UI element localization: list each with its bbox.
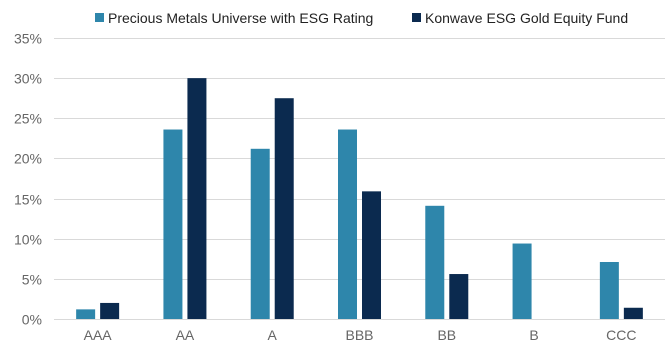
bar-universe-aaa (76, 309, 96, 319)
legend-swatch-fund (412, 13, 421, 22)
x-tick-label: CCC (606, 327, 636, 343)
y-tick-label: 10% (14, 232, 42, 248)
legend-label-universe: Precious Metals Universe with ESG Rating (108, 10, 373, 26)
bar-universe-a (250, 148, 270, 319)
y-tick-label: 30% (14, 71, 42, 87)
chart-legend: Precious Metals Universe with ESG Rating… (95, 10, 628, 26)
y-tick-label: 20% (14, 151, 42, 167)
bar-fund-ccc (623, 307, 643, 319)
bar-fund-bbb (362, 191, 381, 319)
bar-universe-ccc (599, 261, 619, 319)
x-tick-label: AAA (84, 327, 113, 343)
legend-swatch-universe (95, 13, 104, 22)
y-tick-label: 25% (14, 111, 42, 127)
x-tick-label: AA (176, 327, 195, 343)
bar-universe-bb (425, 205, 445, 319)
x-tick-label: BBB (345, 327, 373, 343)
y-tick-label: 35% (14, 31, 42, 47)
x-tick-label: A (268, 327, 278, 343)
bar-fund-bb (449, 274, 469, 319)
bar-fund-aaa (100, 302, 120, 319)
bar-fund-a (274, 98, 294, 319)
bar-universe-b (512, 243, 532, 319)
y-tick-label: 15% (14, 192, 42, 208)
legend-label-fund: Konwave ESG Gold Equity Fund (425, 10, 628, 26)
bar-universe-bbb (338, 129, 357, 319)
y-tick-label: 0% (22, 312, 42, 328)
y-tick-label: 5% (22, 272, 42, 288)
x-tick-label: BB (437, 327, 456, 343)
x-tick-label: B (529, 327, 538, 343)
plot-area: 0%5%10%15%20%25%30%35%AAA AA A BBB BB B CCC (14, 31, 665, 343)
bar-fund-aa (187, 78, 207, 320)
bar-universe-aa (163, 129, 183, 319)
